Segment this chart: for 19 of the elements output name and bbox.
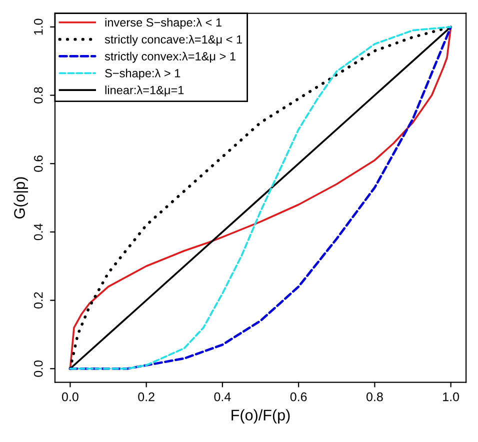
x-tick-label: 1.0 [443, 392, 460, 402]
y-tick-label: 1.0 [34, 18, 43, 35]
x-tick-label: 0.2 [138, 392, 154, 402]
y-tick-label: 0.4 [34, 224, 43, 240]
legend-label: strictly concave:λ=1&μ < 1 [104, 34, 242, 46]
y-axis-title: G(o|p) [14, 177, 28, 219]
legend-label: strictly convex:λ=1&μ > 1 [104, 52, 236, 63]
y-tick-label: 0.8 [34, 87, 43, 104]
legend-label: linear:λ=1&μ=1 [105, 86, 184, 96]
x-tick-label: 0.6 [290, 392, 307, 402]
y-tick-label: 0.2 [34, 292, 43, 309]
legend-label: inverse S−shape:λ < 1 [105, 18, 222, 29]
x-axis-title: F(o)/F(p) [232, 409, 290, 424]
x-tick-label: 0.8 [366, 392, 383, 402]
y-tick-label: 0.6 [34, 155, 43, 172]
y-tick-label: 0.0 [34, 360, 43, 377]
x-tick-label: 0.4 [214, 392, 231, 402]
x-tick-label: 0.0 [62, 392, 78, 402]
legend-label: S−shape:λ > 1 [105, 68, 180, 80]
